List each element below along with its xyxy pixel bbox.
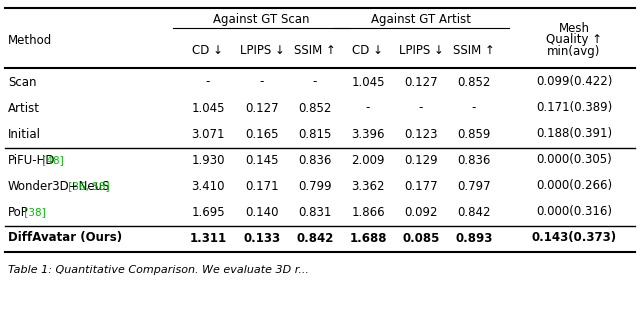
Text: Scan: Scan (8, 76, 36, 88)
Text: 0.799: 0.799 (298, 180, 332, 192)
Text: 0.127: 0.127 (245, 101, 279, 114)
Text: 2.009: 2.009 (351, 154, 385, 167)
Text: 1.045: 1.045 (351, 76, 385, 88)
Text: 0.000(0.305): 0.000(0.305) (536, 154, 612, 167)
Text: -: - (419, 101, 423, 114)
Text: 1.695: 1.695 (191, 205, 225, 218)
Text: 0.171: 0.171 (245, 180, 279, 192)
Text: Artist: Artist (8, 101, 40, 114)
Text: PoP: PoP (8, 205, 29, 218)
Text: SSIM ↑: SSIM ↑ (294, 43, 336, 56)
Text: 0.165: 0.165 (245, 127, 279, 141)
Text: Table 1: Quantitative Comparison. We evaluate 3D r...: Table 1: Quantitative Comparison. We eva… (8, 265, 309, 275)
Text: 0.859: 0.859 (458, 127, 491, 141)
Text: 0.852: 0.852 (298, 101, 332, 114)
Text: -: - (366, 101, 370, 114)
Text: 3.396: 3.396 (351, 127, 385, 141)
Text: 0.836: 0.836 (298, 154, 332, 167)
Text: 0.188(0.391): 0.188(0.391) (536, 127, 612, 141)
Text: 1.311: 1.311 (189, 231, 227, 244)
Text: 3.410: 3.410 (191, 180, 225, 192)
Text: 1.688: 1.688 (349, 231, 387, 244)
Text: 0.145: 0.145 (245, 154, 279, 167)
Text: CD ↓: CD ↓ (353, 43, 383, 56)
Text: Initial: Initial (8, 127, 41, 141)
Text: LPIPS ↓: LPIPS ↓ (399, 43, 444, 56)
Text: 3.071: 3.071 (191, 127, 225, 141)
Text: 0.099(0.422): 0.099(0.422) (536, 76, 612, 88)
Text: 0.000(0.266): 0.000(0.266) (536, 180, 612, 192)
Text: LPIPS ↓: LPIPS ↓ (239, 43, 284, 56)
Text: 0.143(0.373): 0.143(0.373) (531, 231, 616, 244)
Text: 0.836: 0.836 (458, 154, 491, 167)
Text: 0.133: 0.133 (243, 231, 280, 244)
Text: 0.177: 0.177 (404, 180, 438, 192)
Text: SSIM ↑: SSIM ↑ (453, 43, 495, 56)
Text: Quality ↑: Quality ↑ (546, 34, 602, 47)
Text: 0.092: 0.092 (404, 205, 438, 218)
Text: 1.930: 1.930 (191, 154, 225, 167)
Text: 0.815: 0.815 (298, 127, 332, 141)
Text: Against GT Artist: Against GT Artist (371, 13, 471, 26)
Text: 0.893: 0.893 (455, 231, 493, 244)
Text: Against GT Scan: Against GT Scan (213, 13, 310, 26)
Text: 1.045: 1.045 (191, 101, 225, 114)
Text: -: - (313, 76, 317, 88)
Text: Mesh: Mesh (559, 22, 589, 35)
Text: PiFU-HD: PiFU-HD (8, 154, 56, 167)
Text: 0.129: 0.129 (404, 154, 438, 167)
Text: 3.362: 3.362 (351, 180, 385, 192)
Text: 0.123: 0.123 (404, 127, 438, 141)
Text: min(avg): min(avg) (547, 46, 601, 58)
Text: 0.797: 0.797 (457, 180, 491, 192)
Text: [38]: [38] (21, 207, 46, 217)
Text: [36, 58]: [36, 58] (65, 181, 110, 191)
Text: 0.000(0.316): 0.000(0.316) (536, 205, 612, 218)
Text: 0.852: 0.852 (458, 76, 491, 88)
Text: 0.171(0.389): 0.171(0.389) (536, 101, 612, 114)
Text: -: - (472, 101, 476, 114)
Text: DiffAvatar (Ours): DiffAvatar (Ours) (8, 231, 122, 244)
Text: 0.831: 0.831 (298, 205, 332, 218)
Text: -: - (260, 76, 264, 88)
Text: 0.127: 0.127 (404, 76, 438, 88)
Text: Method: Method (8, 34, 52, 47)
Text: 0.140: 0.140 (245, 205, 279, 218)
Text: [48]: [48] (39, 155, 64, 165)
Text: 1.866: 1.866 (351, 205, 385, 218)
Text: 0.085: 0.085 (403, 231, 440, 244)
Text: 0.842: 0.842 (296, 231, 333, 244)
Text: -: - (206, 76, 210, 88)
Text: 0.842: 0.842 (457, 205, 491, 218)
Text: Wonder3D+NeuS: Wonder3D+NeuS (8, 180, 111, 192)
Text: CD ↓: CD ↓ (193, 43, 223, 56)
